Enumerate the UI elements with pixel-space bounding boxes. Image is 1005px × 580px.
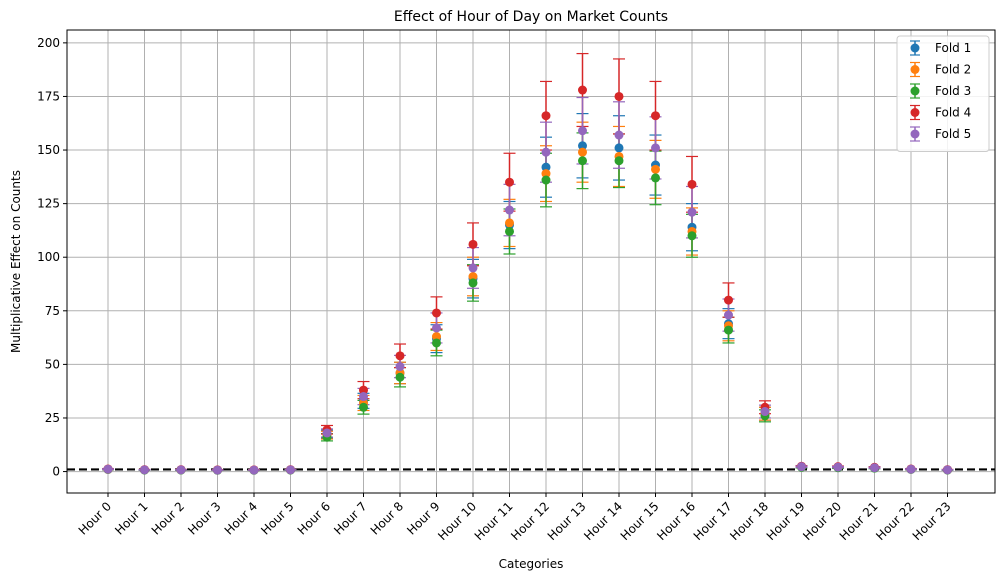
data-point — [468, 272, 478, 282]
data-point — [322, 428, 332, 438]
data-point — [687, 207, 697, 217]
data-point — [468, 263, 478, 273]
chart-title: Effect of Hour of Day on Market Counts — [394, 9, 668, 25]
y-axis-ticks: 0 25 50 75 100 125 150 175 200 — [37, 36, 67, 479]
data-point — [541, 162, 551, 172]
legend-marker — [910, 129, 920, 139]
data-point — [541, 111, 551, 121]
data-point — [614, 156, 624, 166]
data-point — [651, 143, 660, 153]
data-point — [359, 392, 368, 402]
data-point — [943, 465, 952, 475]
data-point — [505, 177, 514, 187]
data-point — [614, 91, 624, 101]
data-point — [505, 226, 514, 236]
data-point — [578, 141, 587, 151]
data-point — [578, 147, 587, 157]
data-point — [833, 462, 843, 472]
x-axis-label: Categories — [499, 557, 564, 571]
data-point — [176, 465, 186, 475]
data-point — [359, 402, 368, 412]
data-point — [359, 385, 368, 395]
data-point — [724, 295, 733, 305]
data-point — [906, 464, 916, 474]
data-point — [541, 169, 551, 179]
y-axis-label: Multiplicative Effect on Counts — [9, 170, 23, 353]
y-tick-label: 175 — [37, 89, 60, 103]
data-point — [432, 323, 441, 333]
legend-marker — [910, 108, 920, 117]
data-point — [213, 465, 222, 475]
data-point — [395, 372, 405, 382]
y-tick-label: 100 — [37, 250, 60, 264]
data-point — [760, 407, 770, 417]
legend-label: Fold 5 — [935, 127, 971, 141]
legend-label: Fold 1 — [935, 41, 971, 55]
data-point — [651, 164, 660, 174]
data-point — [687, 179, 697, 189]
data-point — [468, 239, 478, 249]
y-tick-label: 50 — [45, 357, 60, 371]
y-tick-label: 125 — [37, 197, 60, 211]
data-point — [614, 143, 624, 153]
data-point — [505, 205, 514, 215]
legend-marker — [910, 65, 920, 74]
data-point — [432, 308, 441, 318]
legend: Fold 1 Fold 2 Fold 3 Fold 4 Fold 5 — [896, 35, 990, 152]
y-tick-label: 200 — [37, 36, 60, 50]
data-point — [103, 464, 113, 474]
data-point — [724, 325, 733, 335]
legend-label: Fold 3 — [935, 84, 971, 98]
data-point — [541, 147, 551, 157]
data-point — [687, 231, 697, 241]
data-point — [286, 465, 295, 475]
data-point — [505, 218, 514, 228]
data-point — [395, 362, 405, 372]
data-point — [432, 332, 441, 342]
legend-box — [896, 35, 990, 152]
data-point — [432, 338, 441, 348]
legend-marker — [910, 43, 920, 53]
y-tick-label: 150 — [37, 143, 60, 157]
plot-frame — [66, 29, 996, 494]
y-tick-label: 25 — [45, 411, 60, 425]
data-point — [870, 463, 879, 473]
legend-marker — [910, 86, 920, 96]
legend-label: Fold 4 — [935, 106, 971, 120]
point-layer — [103, 85, 952, 475]
y-tick-label: 75 — [45, 304, 60, 318]
data-point — [614, 130, 624, 140]
data-point — [468, 278, 478, 288]
data-point — [249, 465, 259, 475]
legend-label: Fold 2 — [935, 63, 971, 77]
data-point — [395, 351, 405, 361]
data-point — [797, 462, 806, 472]
data-point — [651, 173, 660, 183]
data-point — [578, 126, 587, 136]
data-point — [541, 175, 551, 185]
data-point — [578, 156, 587, 166]
data-point — [140, 465, 149, 475]
data-point — [578, 85, 587, 95]
data-point — [724, 310, 733, 320]
data-point — [651, 111, 660, 121]
y-tick-label: 0 — [52, 465, 60, 479]
